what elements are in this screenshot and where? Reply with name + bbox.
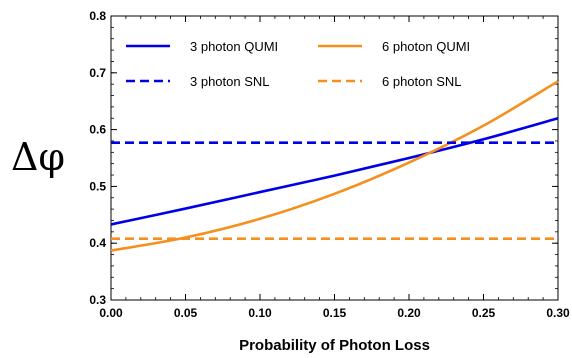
- x-axis-title: Probability of Photon Loss: [239, 337, 430, 354]
- x-tick-label: 0.25: [472, 306, 496, 320]
- plot-frame: [110, 15, 559, 301]
- y-axis-ticks: 0.3 0.4 0.5 0.6 0.7 0.8: [89, 9, 558, 307]
- x-tick-label: 0.05: [174, 306, 198, 320]
- series-line-3-photon-qumi: [110, 116, 559, 226]
- x-tick-label: 0.00: [99, 306, 123, 320]
- y-tick-label: 0.6: [89, 123, 106, 137]
- legend: 3 photon QUMI 6 photon QUMI 3 photon SNL 6 …: [126, 39, 470, 89]
- legend-label-3-photon-snl: 3 photon SNL: [190, 74, 270, 89]
- x-tick-label: 0.20: [397, 306, 421, 320]
- series-line-6-photon-qumi: [110, 80, 559, 252]
- legend-label-6-photon-snl: 6 photon SNL: [382, 74, 462, 89]
- y-tick-label: 0.5: [89, 179, 106, 193]
- plot-border: [110, 15, 559, 301]
- x-axis-ticks: 0.00 0.05 0.10 0.15 0.20 0.25 0.30: [99, 16, 570, 320]
- y-axis-title: Δφ: [11, 135, 65, 179]
- x-tick-label: 0.30: [546, 306, 570, 320]
- y-tick-label: 0.3: [89, 293, 106, 307]
- y-tick-label: 0.7: [89, 66, 106, 80]
- legend-label-6-photon-qumi: 6 photon QUMI: [382, 39, 470, 54]
- series-lines: [110, 80, 559, 252]
- x-tick-label: 0.15: [323, 306, 347, 320]
- legend-label-3-photon-qumi: 3 photon QUMI: [190, 39, 278, 54]
- x-tick-label: 0.10: [248, 306, 272, 320]
- y-tick-label: 0.4: [89, 236, 106, 250]
- y-tick-label: 0.8: [89, 9, 106, 23]
